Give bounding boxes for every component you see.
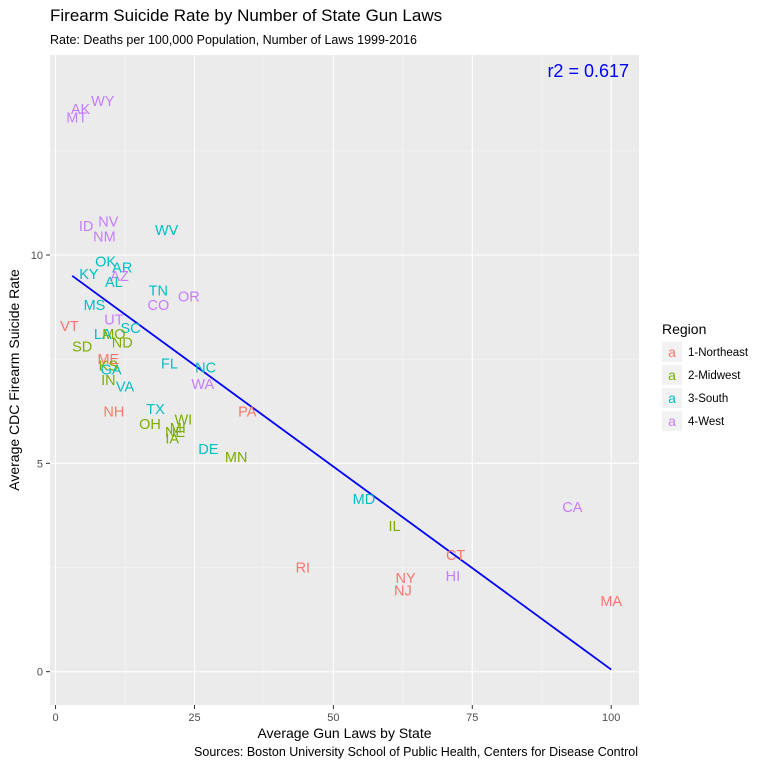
state-point-mo: MO — [102, 327, 125, 343]
state-point-ky: KY — [79, 267, 99, 283]
major-gridlines — [50, 55, 639, 705]
state-point-tn: TN — [149, 283, 168, 299]
state-point-in: IN — [101, 373, 116, 389]
legend-title: Region — [662, 321, 706, 337]
state-point-nd: ND — [112, 336, 133, 352]
state-point-sd: SD — [72, 340, 92, 356]
x-tick-label: 25 — [188, 712, 200, 724]
plot-panel — [50, 55, 639, 705]
x-tick-label: 50 — [327, 712, 339, 724]
legend: Region a 1-Northeast a 2-Midwest a 3-South a 4-… — [662, 321, 749, 431]
state-point-fl: FL — [161, 356, 178, 372]
state-point-ct: CT — [446, 548, 465, 564]
state-point-wa: WA — [191, 377, 214, 393]
legend-key-glyph: a — [668, 390, 676, 406]
regression-line — [71, 275, 612, 671]
state-point-la: LA — [94, 327, 112, 343]
y-tick-label: 10 — [31, 250, 43, 262]
legend-key — [662, 342, 682, 362]
state-point-ga: GA — [101, 363, 122, 379]
y-axis-ticks: 0 5 10 — [31, 250, 50, 679]
legend-key-glyph: a — [668, 367, 676, 383]
x-tick-label: 0 — [52, 712, 58, 724]
regression-line-group — [71, 275, 612, 671]
state-point-il: IL — [388, 519, 400, 535]
state-point-mi: MI — [170, 421, 186, 437]
state-point-ak: AK — [71, 102, 91, 118]
chart-subtitle: Rate: Deaths per 100,000 Population, Num… — [50, 33, 417, 47]
state-point-ne: NE — [165, 425, 185, 441]
x-axis-title: Average Gun Laws by State — [257, 725, 431, 741]
state-point-wv: WV — [155, 223, 179, 239]
state-point-tx: TX — [146, 402, 165, 418]
state-point-ri: RI — [296, 561, 311, 577]
state-point-hi: HI — [446, 569, 461, 585]
state-point-ma: MA — [600, 594, 622, 610]
y-axis-title: Average CDC Firearm Suicide Rate — [6, 269, 22, 491]
legend-label: 3-South — [688, 393, 728, 405]
state-point-al: AL — [105, 275, 123, 291]
state-point-nm: NM — [93, 229, 116, 245]
state-point-ms: MS — [84, 298, 106, 314]
y-tick-label: 0 — [37, 667, 43, 679]
state-point-nh: NH — [103, 404, 124, 420]
x-axis-ticks: 0 25 50 75 100 — [52, 705, 620, 724]
state-point-ar: AR — [112, 261, 132, 277]
state-point-co: CO — [147, 298, 169, 314]
state-point-ia: IA — [165, 431, 179, 447]
state-point-az: AZ — [110, 269, 129, 285]
legend-label: 4-West — [688, 416, 725, 428]
state-point-ut: UT — [104, 313, 123, 329]
state-point-nc: NC — [195, 361, 216, 377]
state-point-mt: MT — [66, 111, 87, 127]
legend-key-glyph: a — [668, 413, 676, 429]
state-point-de: DE — [198, 442, 218, 458]
state-point-nv: NV — [98, 215, 118, 231]
state-point-md: MD — [353, 492, 376, 508]
state-point-id: ID — [79, 219, 94, 235]
legend-key — [662, 388, 682, 408]
state-point-me: ME — [97, 352, 119, 368]
y-tick-label: 5 — [37, 458, 43, 470]
x-tick-label: 100 — [602, 712, 620, 724]
chart-title: Firearm Suicide Rate by Number of State … — [50, 6, 443, 25]
r2-annotation: r2 = 0.617 — [547, 61, 629, 81]
state-point-vt: VT — [60, 319, 79, 335]
legend-key-glyph: a — [668, 344, 676, 360]
state-point-sc: SC — [120, 321, 140, 337]
legend-label: 1-Northeast — [688, 347, 749, 359]
state-point-oh: OH — [139, 417, 161, 433]
source-note: Sources: Boston University School of Pub… — [194, 745, 638, 759]
state-point-va: VA — [116, 379, 135, 395]
state-point-mn: MN — [225, 450, 248, 466]
legend-key — [662, 365, 682, 385]
state-point-pa: PA — [238, 404, 257, 420]
state-point-ca: CA — [562, 500, 582, 516]
minor-gridlines — [50, 55, 639, 705]
state-point-ks: KS — [99, 358, 118, 374]
legend-key — [662, 411, 682, 431]
state-point-wi: WI — [174, 413, 192, 429]
x-tick-label: 75 — [466, 712, 478, 724]
state-point-wy: WY — [91, 94, 115, 110]
state-point-nj: NJ — [394, 583, 412, 599]
state-point-ok: OK — [95, 254, 116, 270]
state-point-ny: NY — [396, 571, 416, 587]
legend-label: 2-Midwest — [688, 370, 741, 382]
state-point-or: OR — [178, 290, 200, 306]
